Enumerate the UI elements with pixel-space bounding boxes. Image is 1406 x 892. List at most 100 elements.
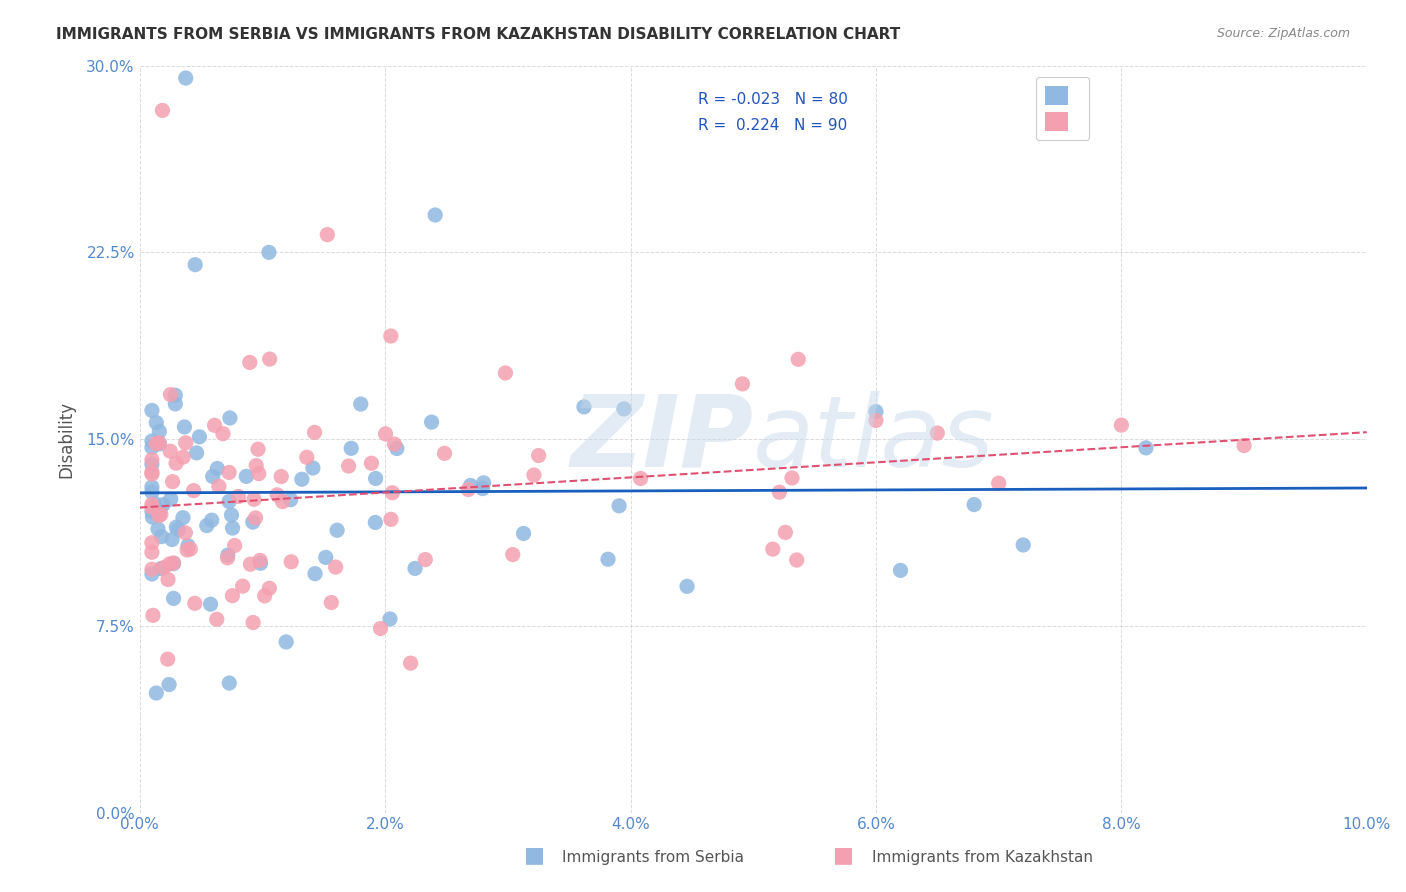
- Immigrants from Serbia: [242, 515, 264, 529]
- Immigrants from Kazakhstan: [239, 355, 262, 369]
- Immigrants from Serbia: [148, 437, 170, 451]
- Immigrants from Serbia: [291, 472, 314, 486]
- Immigrants from Kazakhstan: [630, 471, 652, 485]
- Text: R =  0.224   N = 90: R = 0.224 N = 90: [697, 118, 848, 133]
- Immigrants from Serbia: [340, 442, 363, 456]
- Immigrants from Kazakhstan: [224, 539, 246, 553]
- Immigrants from Kazakhstan: [523, 468, 546, 483]
- Immigrants from Kazakhstan: [494, 366, 516, 380]
- Immigrants from Serbia: [350, 397, 373, 411]
- Immigrants from Serbia: [460, 478, 482, 492]
- Immigrants from Kazakhstan: [527, 449, 550, 463]
- Immigrants from Kazakhstan: [174, 435, 197, 450]
- Immigrants from Kazakhstan: [384, 437, 406, 451]
- Immigrants from Kazakhstan: [141, 467, 163, 481]
- Immigrants from Serbia: [174, 70, 197, 85]
- Immigrants from Kazakhstan: [218, 466, 240, 480]
- Immigrants from Kazakhstan: [259, 581, 281, 595]
- Immigrants from Serbia: [188, 430, 211, 444]
- Immigrants from Kazakhstan: [157, 573, 180, 587]
- Immigrants from Serbia: [420, 415, 443, 429]
- Immigrants from Kazakhstan: [141, 500, 163, 515]
- Immigrants from Kazakhstan: [787, 352, 810, 367]
- Text: Source: ZipAtlas.com: Source: ZipAtlas.com: [1216, 27, 1350, 40]
- Immigrants from Serbia: [404, 561, 426, 575]
- Immigrants from Kazakhstan: [433, 446, 456, 460]
- Immigrants from Kazakhstan: [232, 579, 254, 593]
- Text: Immigrants from Serbia: Immigrants from Serbia: [562, 850, 744, 865]
- Immigrants from Serbia: [143, 496, 166, 510]
- Immigrants from Kazakhstan: [228, 490, 250, 504]
- Immigrants from Serbia: [276, 635, 298, 649]
- Immigrants from Kazakhstan: [221, 589, 243, 603]
- Immigrants from Kazakhstan: [152, 103, 174, 118]
- Immigrants from Serbia: [235, 469, 257, 483]
- Immigrants from Kazakhstan: [247, 467, 270, 481]
- Immigrants from Serbia: [150, 530, 173, 544]
- Immigrants from Serbia: [145, 686, 167, 700]
- Immigrants from Kazakhstan: [270, 469, 292, 483]
- Text: R = -0.023   N = 80: R = -0.023 N = 80: [697, 92, 848, 107]
- Immigrants from Kazakhstan: [208, 479, 231, 493]
- Immigrants from Kazakhstan: [457, 483, 479, 497]
- Immigrants from Serbia: [159, 492, 181, 507]
- Immigrants from Kazakhstan: [159, 444, 181, 458]
- Immigrants from Kazakhstan: [266, 488, 288, 502]
- Immigrants from Kazakhstan: [380, 329, 402, 343]
- Immigrants from Kazakhstan: [280, 555, 302, 569]
- Immigrants from Kazakhstan: [247, 442, 270, 457]
- Immigrants from Serbia: [195, 518, 218, 533]
- Immigrants from Kazakhstan: [731, 376, 754, 391]
- Immigrants from Serbia: [218, 494, 240, 508]
- Immigrants from Serbia: [141, 485, 163, 500]
- Immigrants from Kazakhstan: [381, 485, 404, 500]
- Immigrants from Serbia: [257, 245, 280, 260]
- Immigrants from Serbia: [162, 557, 184, 571]
- Text: ■: ■: [524, 846, 544, 865]
- Immigrants from Kazakhstan: [780, 471, 803, 485]
- Immigrants from Kazakhstan: [380, 512, 402, 526]
- Immigrants from Serbia: [304, 566, 326, 581]
- Immigrants from Kazakhstan: [183, 483, 205, 498]
- Immigrants from Serbia: [172, 510, 194, 524]
- Immigrants from Kazakhstan: [141, 545, 163, 559]
- Legend: , : ,: [1036, 77, 1090, 140]
- Immigrants from Kazakhstan: [271, 494, 294, 508]
- Immigrants from Kazakhstan: [176, 543, 198, 558]
- Immigrants from Serbia: [249, 556, 271, 570]
- Immigrants from Kazakhstan: [142, 608, 165, 623]
- Y-axis label: Disability: Disability: [58, 401, 75, 477]
- Immigrants from Serbia: [173, 420, 195, 434]
- Immigrants from Kazakhstan: [163, 556, 186, 570]
- Immigrants from Kazakhstan: [304, 425, 326, 440]
- Immigrants from Kazakhstan: [156, 652, 179, 666]
- Immigrants from Kazakhstan: [786, 553, 808, 567]
- Immigrants from Kazakhstan: [1111, 418, 1133, 433]
- Immigrants from Kazakhstan: [148, 435, 170, 450]
- Immigrants from Serbia: [141, 403, 163, 417]
- Immigrants from Serbia: [150, 561, 173, 575]
- Immigrants from Serbia: [141, 480, 163, 494]
- Immigrants from Serbia: [141, 434, 163, 448]
- Immigrants from Serbia: [963, 498, 986, 512]
- Immigrants from Kazakhstan: [370, 622, 392, 636]
- Immigrants from Serbia: [280, 492, 302, 507]
- Immigrants from Serbia: [364, 516, 387, 530]
- Immigrants from Kazakhstan: [174, 525, 197, 540]
- Immigrants from Kazakhstan: [865, 413, 887, 427]
- Immigrants from Kazakhstan: [253, 589, 276, 603]
- Immigrants from Kazakhstan: [374, 426, 396, 441]
- Immigrants from Serbia: [218, 676, 240, 690]
- Immigrants from Serbia: [201, 469, 224, 483]
- Immigrants from Serbia: [148, 425, 170, 439]
- Immigrants from Serbia: [141, 441, 163, 455]
- Immigrants from Kazakhstan: [413, 552, 436, 566]
- Immigrants from Serbia: [512, 526, 534, 541]
- Immigrants from Kazakhstan: [217, 550, 239, 565]
- Immigrants from Kazakhstan: [159, 557, 181, 571]
- Immigrants from Serbia: [177, 539, 200, 553]
- Immigrants from Kazakhstan: [249, 553, 271, 567]
- Immigrants from Serbia: [141, 457, 163, 471]
- Immigrants from Kazakhstan: [152, 560, 174, 574]
- Immigrants from Kazakhstan: [1233, 438, 1256, 452]
